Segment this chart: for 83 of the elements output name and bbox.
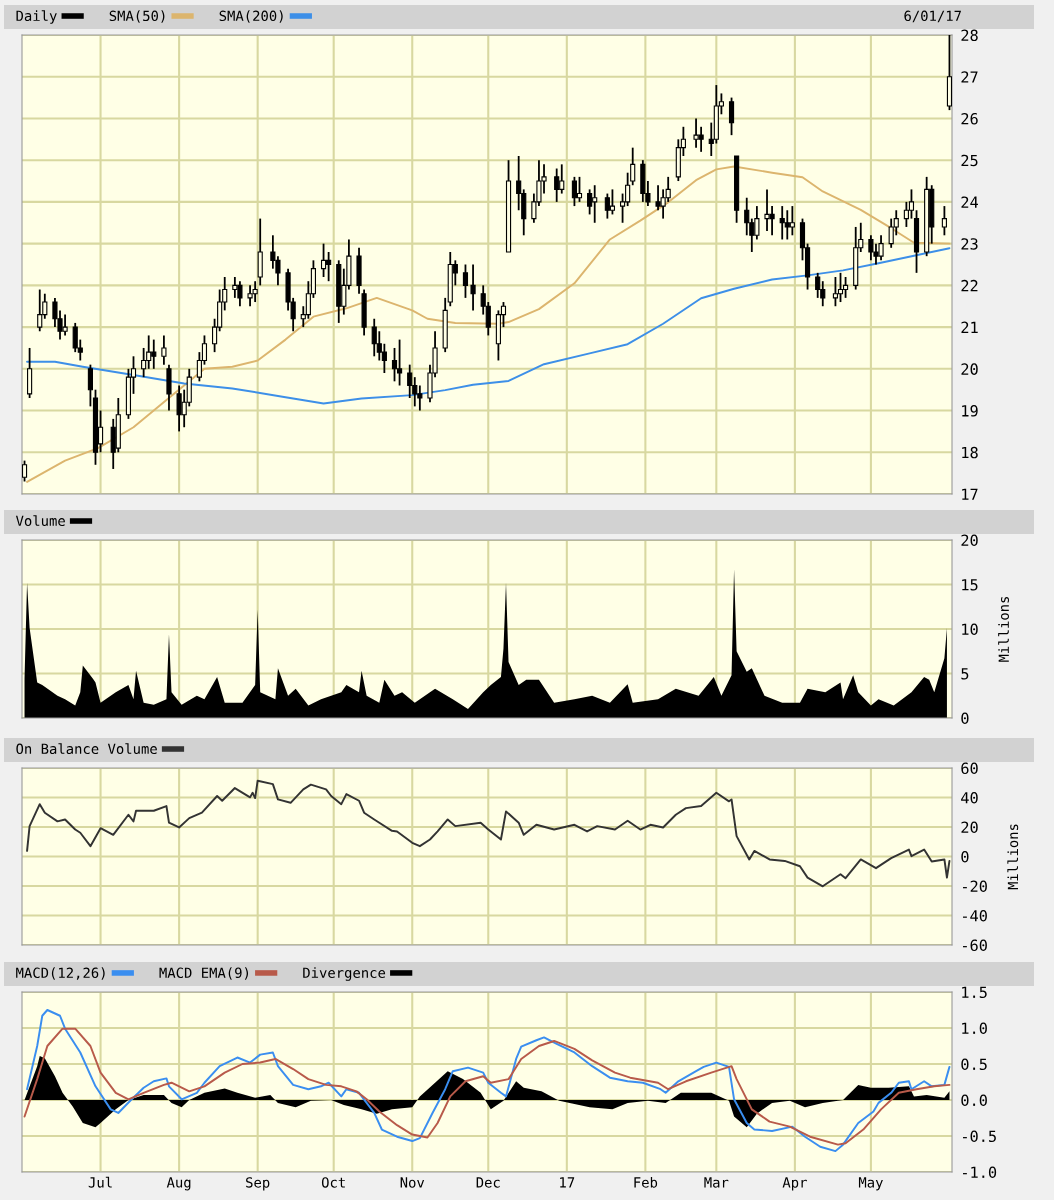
y-tick-label: 5 xyxy=(961,668,969,680)
y-tick-label: 25 xyxy=(961,154,978,167)
y-tick-label: 23 xyxy=(961,238,978,250)
line-series xyxy=(26,165,951,483)
y-tick-label: -40 xyxy=(962,910,987,922)
y-tick-label: -60 xyxy=(962,939,987,952)
x-tick-label: Jul xyxy=(88,1176,112,1188)
y-tick-label: 22 xyxy=(961,279,978,292)
x-tick-label: Apr xyxy=(782,1177,807,1191)
y-tick-label: 0 xyxy=(961,851,969,863)
candlestick xyxy=(161,334,167,366)
candlestick xyxy=(576,175,583,203)
x-tick-label: Feb xyxy=(634,1176,658,1188)
legend-label: Volume xyxy=(15,515,65,527)
legend-label: SMA(200) xyxy=(219,10,283,23)
x-tick-label: 17 xyxy=(560,1177,575,1188)
x-tick-label: Nov xyxy=(400,1177,425,1188)
y-tick-label: 40 xyxy=(961,792,978,804)
candlestick xyxy=(407,363,413,399)
candlestick xyxy=(554,167,560,203)
x-tick-label: Mar xyxy=(704,1177,729,1188)
line-series xyxy=(26,779,951,888)
legend-label: On Balance Volume xyxy=(16,743,157,755)
y-tick-label: 17 xyxy=(962,488,978,500)
line-series xyxy=(26,247,951,405)
candlestick xyxy=(571,175,578,207)
x-tick-label: May xyxy=(858,1177,883,1191)
y-tick-label: 18 xyxy=(962,446,978,459)
y-tick-label: 28 xyxy=(961,29,978,42)
y-tick-label: 21 xyxy=(961,321,978,333)
legend-label: MACD(12,26) xyxy=(16,967,105,980)
y-tick-label: 0.0 xyxy=(961,1094,987,1107)
y-tick-label: -0.5 xyxy=(962,1130,996,1143)
candlestick xyxy=(87,363,94,408)
y-tick-label: 20 xyxy=(961,534,978,547)
y-tick-label: 60 xyxy=(961,762,978,775)
y-tick-label: 10 xyxy=(962,623,978,636)
x-tick-label: Sep xyxy=(246,1177,270,1191)
candlestick xyxy=(868,234,874,262)
y-tick-label: 20 xyxy=(961,821,978,834)
legend-label: MACD EMA(9) xyxy=(159,967,249,980)
y-axis-title: Millions xyxy=(998,596,1009,662)
text: 6/01/17 xyxy=(904,10,961,23)
candlestick xyxy=(141,347,147,379)
y-tick-label: -20 xyxy=(962,880,987,893)
x-tick-label: Dec xyxy=(476,1177,500,1188)
y-tick-label: 24 xyxy=(961,196,978,208)
x-tick-label: Oct xyxy=(321,1177,345,1188)
y-tick-label: -1.0 xyxy=(962,1166,997,1179)
candlestick xyxy=(462,263,469,299)
candlestick xyxy=(789,205,795,237)
line-series xyxy=(26,1009,951,1153)
y-tick-label: 15 xyxy=(962,579,978,591)
x-tick-label: Aug xyxy=(166,1177,191,1191)
candlestick xyxy=(37,288,43,333)
candlestick xyxy=(837,271,844,303)
y-tick-label: 0 xyxy=(961,712,969,725)
candlestick xyxy=(396,338,403,387)
candlestick xyxy=(815,271,821,299)
candlestick xyxy=(320,242,327,278)
candlestick xyxy=(941,205,947,237)
candlestick xyxy=(391,347,398,383)
legend-label: Divergence xyxy=(303,967,386,981)
candlestick xyxy=(832,276,839,308)
y-tick-label: 1.0 xyxy=(962,1022,987,1035)
y-tick-label: 26 xyxy=(961,112,978,125)
y-axis-title: Millions xyxy=(1007,824,1019,890)
candlestick xyxy=(728,96,735,137)
candlestick xyxy=(842,276,849,299)
candlestick xyxy=(587,188,593,216)
y-tick-label: 0.5 xyxy=(961,1058,987,1071)
y-tick-label: 27 xyxy=(961,71,978,83)
legend-label: SMA(50) xyxy=(109,10,165,23)
candlestick xyxy=(609,188,616,216)
line-series xyxy=(23,1027,951,1146)
candlestick xyxy=(381,342,387,374)
candlestick xyxy=(470,263,476,312)
candlestick xyxy=(744,196,750,237)
y-tick-label: 1.5 xyxy=(962,986,987,999)
y-tick-label: 19 xyxy=(962,405,978,417)
candlestick xyxy=(908,188,915,220)
y-tick-label: 20 xyxy=(961,363,978,375)
legend-label: Daily xyxy=(16,10,57,24)
